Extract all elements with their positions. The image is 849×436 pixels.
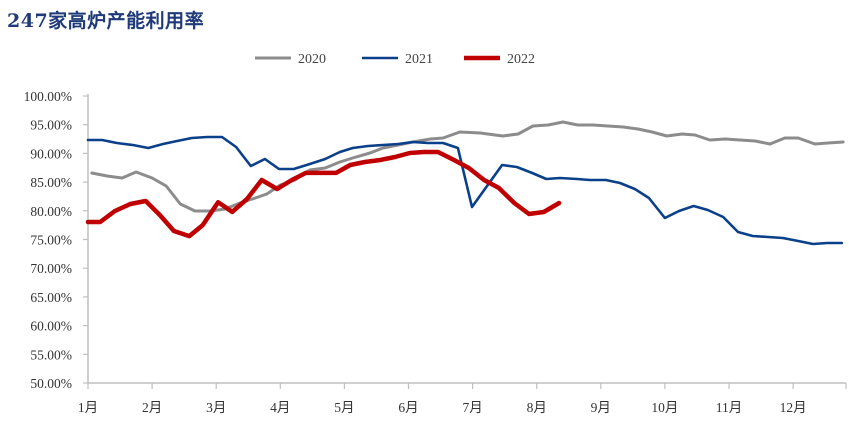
y-tick-label: 70.00% (30, 261, 72, 276)
x-tick-label: 11月 (716, 400, 743, 415)
y-tick-label: 55.00% (30, 347, 72, 362)
legend-label-2022: 2022 (507, 52, 535, 67)
x-tick-label: 7月 (462, 400, 482, 415)
x-tick-label: 9月 (591, 400, 611, 415)
y-tick-label: 80.00% (30, 204, 72, 219)
x-tick-label: 8月 (527, 400, 547, 415)
x-tick-label: 5月 (334, 400, 354, 415)
x-tick-label: 1月 (78, 400, 98, 415)
series-line-2022 (85, 149, 562, 239)
y-tick-label: 60.00% (30, 319, 72, 334)
series-lines (85, 120, 845, 246)
x-tick-label: 2月 (142, 400, 162, 415)
y-tick-label: 50.00% (30, 376, 72, 391)
axes: 50.00% 55.00% 60.00% 65.00% 70.00% 75.00% 80.0… (24, 89, 847, 415)
series-line-2021 (86, 135, 844, 246)
y-tick-label: 100.00% (24, 89, 72, 104)
x-tick-label: 6月 (398, 400, 418, 415)
x-tick-label: 4月 (270, 400, 290, 415)
legend-label-2020: 2020 (298, 52, 326, 67)
y-tick-label: 90.00% (30, 146, 72, 161)
y-tick-label: 75.00% (30, 233, 72, 248)
legend: 2020 2021 2022 (255, 52, 535, 67)
y-tick-label: 95.00% (30, 118, 72, 133)
x-tick-label: 10月 (651, 400, 678, 415)
y-tick-label: 85.00% (30, 175, 72, 190)
chart-title: 247家高炉产能利用率 (7, 10, 205, 32)
x-tick-label: 3月 (206, 400, 226, 415)
y-tick-label: 65.00% (30, 290, 72, 305)
x-tick-label: 12月 (780, 400, 807, 415)
legend-label-2021: 2021 (405, 52, 433, 67)
